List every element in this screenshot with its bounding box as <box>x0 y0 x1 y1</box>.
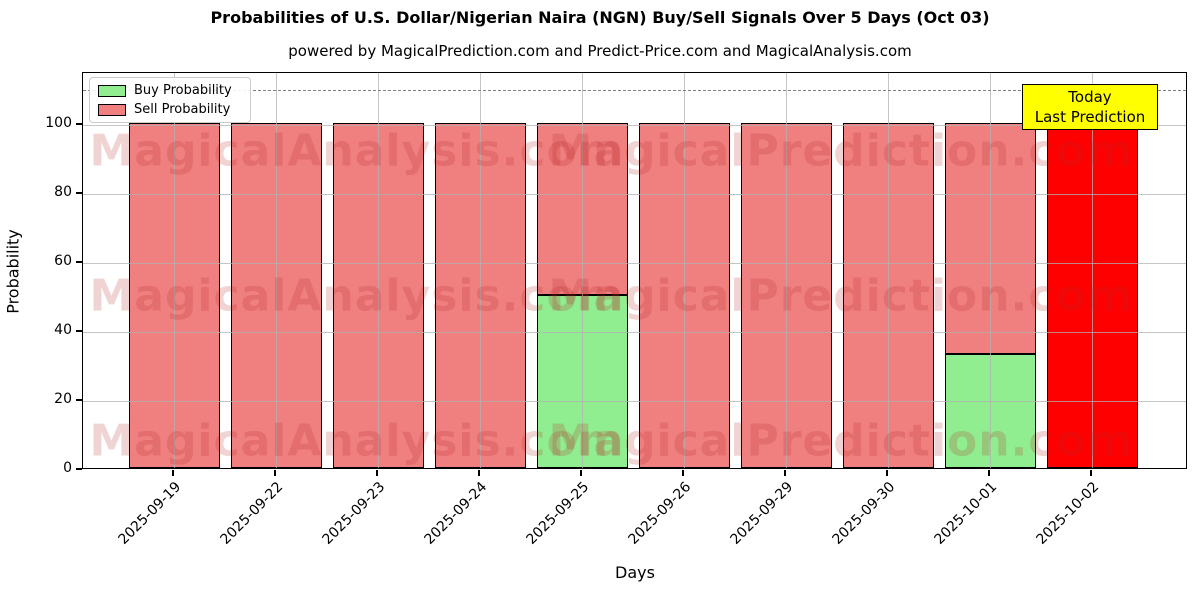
x-tick-mark <box>886 470 888 476</box>
legend-item-sell: Sell Probability <box>98 102 242 117</box>
h-gridline <box>83 400 1186 402</box>
sell-swatch-icon <box>98 103 126 116</box>
plot-area: Buy Probability Sell Probability Today L… <box>82 72 1187 469</box>
v-gridline <box>378 73 379 468</box>
y-tick-mark <box>76 399 82 401</box>
chart-subtitle: powered by MagicalPrediction.com and Pre… <box>288 42 912 60</box>
today-annotation-line2: Last Prediction <box>1034 108 1146 126</box>
h-gridline <box>83 331 1186 333</box>
legend-buy-label: Buy Probability <box>134 83 232 98</box>
y-tick-mark <box>76 123 82 125</box>
y-tick-mark <box>76 192 82 194</box>
watermark-text: MagicalAnalysis.com <box>89 270 625 322</box>
watermark-text: MagicalAnalysis.com <box>89 125 625 177</box>
v-gridline <box>174 73 175 468</box>
watermark-text: MagicalPrediction.com <box>548 270 1134 322</box>
v-gridline <box>582 73 583 468</box>
y-tick-mark <box>76 261 82 263</box>
v-gridline <box>684 73 685 468</box>
threshold-dashed-line <box>83 90 1186 92</box>
x-tick-mark <box>172 470 174 476</box>
today-annotation: Today Last Prediction <box>1022 84 1158 130</box>
x-tick-mark <box>274 470 276 476</box>
h-gridline <box>83 262 1186 264</box>
y-tick-label: 60 <box>54 252 72 269</box>
buy-swatch-icon <box>98 84 126 97</box>
x-tick-mark <box>1090 470 1092 476</box>
x-tick-mark <box>682 470 684 476</box>
v-gridline <box>1092 73 1093 468</box>
watermark-text: MagicalAnalysis.com <box>89 415 625 467</box>
v-gridline <box>480 73 481 468</box>
y-tick-label: 100 <box>45 114 72 131</box>
y-axis-label: Probability <box>3 229 23 314</box>
x-tick-mark <box>478 470 480 476</box>
v-gridline <box>888 73 889 468</box>
y-tick-mark <box>76 468 82 470</box>
y-tick-label: 40 <box>54 321 72 338</box>
watermark-text: MagicalPrediction.com <box>548 415 1134 467</box>
x-axis-label: Days <box>615 563 655 582</box>
watermark-text: MagicalPrediction.com <box>548 125 1134 177</box>
y-tick-label: 80 <box>54 183 72 200</box>
y-tick-label: 0 <box>63 460 72 476</box>
x-tick-mark <box>580 470 582 476</box>
h-gridline <box>83 124 1186 126</box>
y-tick-mark <box>76 330 82 332</box>
chart-legend: Buy Probability Sell Probability <box>89 77 251 123</box>
x-tick-mark <box>988 470 990 476</box>
x-tick-mark <box>784 470 786 476</box>
v-gridline <box>990 73 991 468</box>
legend-sell-label: Sell Probability <box>134 102 231 117</box>
today-annotation-line1: Today <box>1068 87 1112 106</box>
h-gridline <box>83 193 1186 195</box>
chart-title: Probabilities of U.S. Dollar/Nigerian Na… <box>210 8 990 27</box>
legend-item-buy: Buy Probability <box>98 83 242 98</box>
v-gridline <box>786 73 787 468</box>
y-tick-label: 20 <box>54 390 72 407</box>
v-gridline <box>276 73 277 468</box>
x-tick-mark <box>376 470 378 476</box>
